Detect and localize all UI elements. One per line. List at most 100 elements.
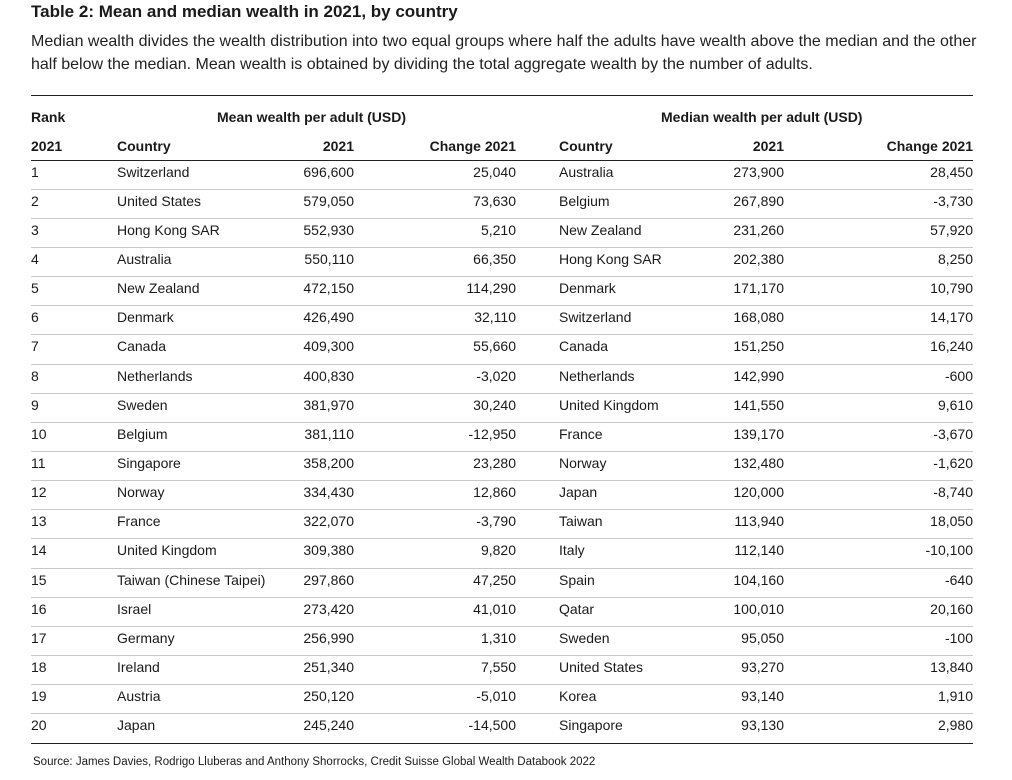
rank-cell: 1 [31,163,39,180]
column-header: 2021 [31,138,63,154]
table-cell: United States [117,192,202,209]
row-separator [31,276,973,278]
table-cell: 381,970 [303,396,354,413]
table-cell: Hong Kong SAR [117,221,220,238]
table-cell: 47,250 [473,571,516,588]
table-cell: 309,380 [303,542,354,559]
table-cell: -3,020 [476,367,516,384]
row-separator [31,451,973,452]
table-cell: Italy [559,542,585,559]
rank-cell: 8 [31,367,39,384]
table-cell: 2,980 [937,717,973,734]
table-cell: Canada [117,338,167,355]
table-cell: 142,990 [733,367,784,384]
table-cell: 55,660 [473,338,516,355]
table-cell: Singapore [117,455,181,471]
row-separator [31,509,973,511]
table-cell: 472,150 [303,280,354,297]
table-cell: 579,050 [303,192,354,209]
table-cell: -1,620 [933,455,973,471]
table-cell: 151,250 [733,338,784,355]
table-cell: Netherlands [559,367,635,384]
table-cell: 113,940 [734,513,784,530]
table-cell: Sweden [559,629,610,646]
table-cell: -3,670 [933,425,973,442]
rank-cell: 16 [31,600,47,617]
table-cell: 696,600 [303,163,354,180]
table-cell: -3,790 [476,513,516,530]
table-cell: Australia [559,163,614,180]
rank-cell: 18 [31,659,47,676]
table-cell: 202,380 [733,250,784,267]
row-separator [31,392,973,394]
bottom-rule [31,742,973,744]
table-cell: 139,170 [733,425,784,442]
table-cell: -3,730 [933,192,973,209]
table-cell: Austria [117,688,161,705]
column-header: Country [559,138,613,154]
group-header: Rank [31,109,66,125]
table-cell: 245,240 [303,717,354,734]
table-cell: 8,250 [937,250,973,267]
rank-cell: 2 [31,192,39,209]
group-header: Mean wealth per adult (USD) [217,109,407,125]
row-separator [31,305,973,307]
table-cell: France [117,513,161,530]
row-separator [31,713,973,715]
table-cell: Ireland [117,659,160,676]
table-cell: 297,860 [303,571,354,588]
table-cell: Belgium [117,425,168,442]
table-cell: 132,480 [733,455,784,471]
table-cell: 9,610 [937,396,973,413]
table-cell: 14,170 [930,309,973,326]
rank-cell: 10 [31,425,47,442]
table-cell: Taiwan (Chinese Taipei) [117,571,266,588]
rank-cell: 5 [31,280,39,297]
table-cell: 9,820 [480,542,516,559]
table-title: Table 2: Mean and median wealth in 2021,… [31,2,458,21]
row-separator [31,684,973,686]
table-cell: 250,120 [303,688,354,705]
table-cell: 171,170 [733,280,784,297]
table-cell: New Zealand [117,280,200,297]
table-cell: Australia [117,250,172,267]
rank-cell: 9 [31,396,39,413]
table-cell: 381,110 [304,425,354,442]
rank-cell: 4 [31,250,39,267]
table-cell: 267,890 [733,192,784,209]
table-cell: -14,500 [468,717,516,734]
table-cell: 7,550 [480,659,516,676]
table-cell: 12,860 [473,484,516,501]
table-cell: 1,910 [937,688,973,705]
table-cell: 57,920 [930,221,973,238]
table-cell: -5,010 [476,688,516,705]
row-separator [31,480,973,482]
table-cell: Japan [117,717,156,734]
table-cell: Switzerland [559,309,632,326]
rank-cell: 20 [31,717,47,734]
table-cell: -8,740 [933,484,973,501]
row-separator [31,334,973,336]
row-separator [31,655,973,657]
rank-cell: 17 [31,629,47,646]
table-cell: Singapore [559,717,623,734]
table-cell: Taiwan [559,513,603,530]
table-cell: 20,160 [930,600,973,617]
table-cell: -640 [944,571,973,588]
column-header: Change 2021 [429,138,516,154]
table-cell: Israel [117,600,152,617]
table-cell: 32,110 [474,309,516,326]
table-cell: Canada [559,338,609,355]
description: Median wealth divides the wealth distrib… [31,33,977,73]
table-cell: Germany [117,629,175,646]
table-cell: 400,830 [303,367,354,384]
table-cell: Norway [559,455,607,471]
table-cell: -10,100 [925,542,973,559]
table-cell: New Zealand [559,221,642,238]
column-header: 2021 [752,138,784,154]
column-header: Country [117,138,171,154]
table-cell: -100 [944,629,973,646]
table-cell: 409,300 [303,338,354,355]
table-cell: 231,260 [733,221,784,238]
